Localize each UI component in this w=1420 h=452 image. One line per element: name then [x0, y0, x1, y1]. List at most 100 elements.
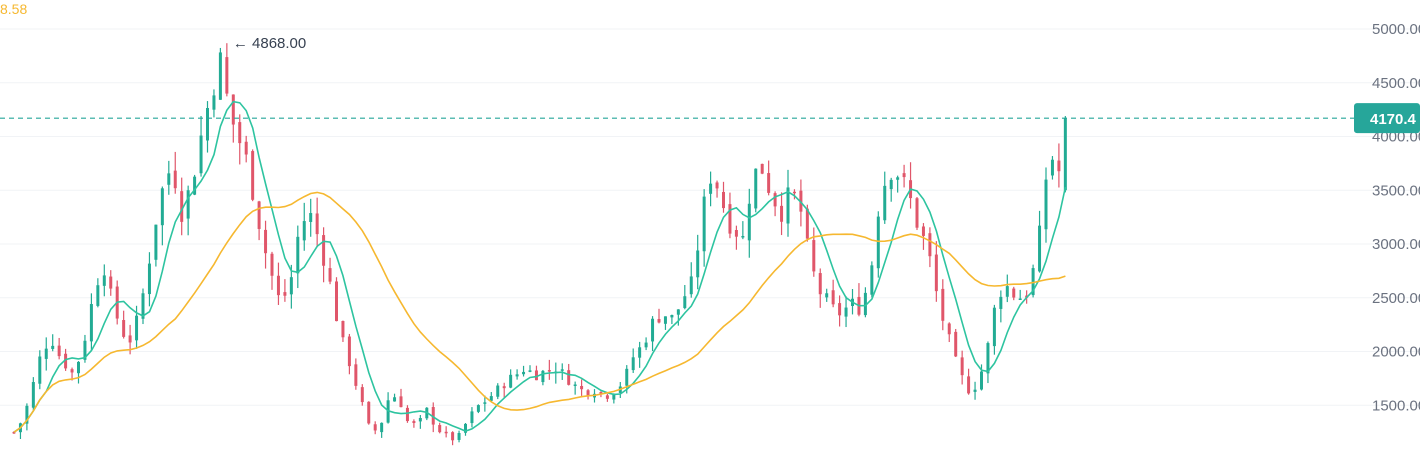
candle-body: [218, 52, 222, 100]
candle-body: [928, 233, 932, 257]
last-price-tag-background: [1354, 103, 1420, 134]
candle-body: [599, 392, 603, 394]
candle-body: [173, 170, 177, 189]
candle-body: [876, 216, 880, 269]
candle-body: [128, 335, 132, 343]
y-tick-label: 3500.00: [1372, 182, 1420, 199]
candle-body: [51, 345, 55, 349]
candle-body: [160, 188, 164, 226]
candle-body: [825, 293, 829, 298]
candle-body: [676, 309, 680, 315]
candle-body: [722, 191, 725, 209]
candle-body: [186, 190, 190, 219]
candle-body: [367, 401, 371, 424]
candle-body: [464, 423, 467, 433]
candle-body: [709, 183, 713, 194]
candle-body: [470, 411, 474, 424]
candle-body: [83, 340, 87, 360]
candle-body: [734, 230, 738, 237]
candle-body: [380, 422, 384, 433]
candle-body: [747, 203, 751, 241]
candle-body: [412, 421, 416, 423]
slow-ma-line: [13, 191, 1066, 433]
candle-body: [360, 387, 364, 403]
candle-body: [444, 431, 448, 434]
candle-body: [612, 394, 616, 400]
candle-body: [1018, 298, 1022, 301]
y-tick-label: 2000.00: [1372, 344, 1420, 361]
price-axis[interactable]: 5000.004500.004000.003500.003000.002500.…: [1372, 21, 1420, 414]
candle-body: [522, 371, 526, 375]
candle-body: [341, 320, 345, 338]
candle-body: [812, 240, 816, 272]
candle-body: [644, 342, 648, 348]
candle-body: [1005, 286, 1009, 297]
candle-body: [354, 364, 358, 386]
candle-body: [954, 331, 958, 357]
candle-body: [625, 368, 629, 386]
candle-body: [902, 173, 906, 178]
moving-averages: [13, 100, 1067, 433]
candle-body: [328, 268, 332, 282]
candle-body: [1012, 288, 1016, 298]
y-tick-label: 2500.00: [1372, 290, 1420, 307]
high-marker-label: ← 4868.00: [233, 35, 306, 52]
candle-body: [1044, 179, 1048, 230]
candle-body: [547, 370, 551, 372]
candle-body: [496, 385, 500, 397]
candle-body: [915, 198, 919, 228]
last-price-tag-label: 4170.4: [1370, 111, 1417, 128]
candle-body: [154, 224, 158, 260]
candle-body: [947, 323, 951, 335]
candle-body: [393, 397, 397, 402]
grid-lines: [0, 28, 1420, 406]
candle-body: [534, 370, 538, 381]
candle-body: [418, 418, 422, 422]
candle-body: [528, 370, 532, 372]
candle-body: [102, 275, 106, 286]
candle-body: [399, 396, 403, 408]
candle-body: [96, 285, 100, 306]
candle-body: [77, 361, 80, 374]
candle-body: [457, 433, 461, 440]
candle-body: [509, 374, 513, 388]
candle-body: [225, 57, 229, 94]
candle-body: [580, 385, 584, 390]
candle-body: [921, 226, 925, 236]
candle-body: [870, 265, 874, 295]
candle-body: [967, 376, 971, 394]
candle-body: [296, 236, 300, 274]
candle-body: [999, 296, 1003, 309]
candle-body: [489, 396, 493, 401]
candle-body: [663, 316, 667, 324]
candle-body: [25, 405, 29, 424]
candle-body: [264, 229, 268, 254]
candle-body: [696, 250, 700, 278]
candle-body: [689, 276, 693, 295]
candle-body: [147, 263, 151, 295]
candle-body: [786, 187, 790, 224]
candle-body: [31, 382, 35, 408]
candle-body: [754, 168, 758, 209]
candle-body: [57, 345, 61, 357]
candle-body: [838, 303, 842, 316]
candle-body: [760, 163, 764, 174]
candle-body: [715, 182, 719, 189]
candle-body: [741, 235, 745, 238]
candle-body: [244, 141, 248, 155]
candle-body: [335, 281, 338, 322]
candle-body: [270, 253, 274, 276]
candle-body: [515, 374, 519, 377]
candle-body: [934, 254, 938, 292]
candle-body: [135, 315, 139, 341]
candle-body: [276, 275, 280, 296]
candle-body: [231, 94, 235, 125]
candle-body: [1038, 225, 1042, 272]
candle-body: [64, 353, 68, 369]
candle-body: [657, 319, 661, 323]
candle-body: [89, 304, 93, 342]
candle-body: [992, 307, 996, 347]
candle-body: [805, 208, 809, 239]
candle-body: [883, 185, 887, 221]
